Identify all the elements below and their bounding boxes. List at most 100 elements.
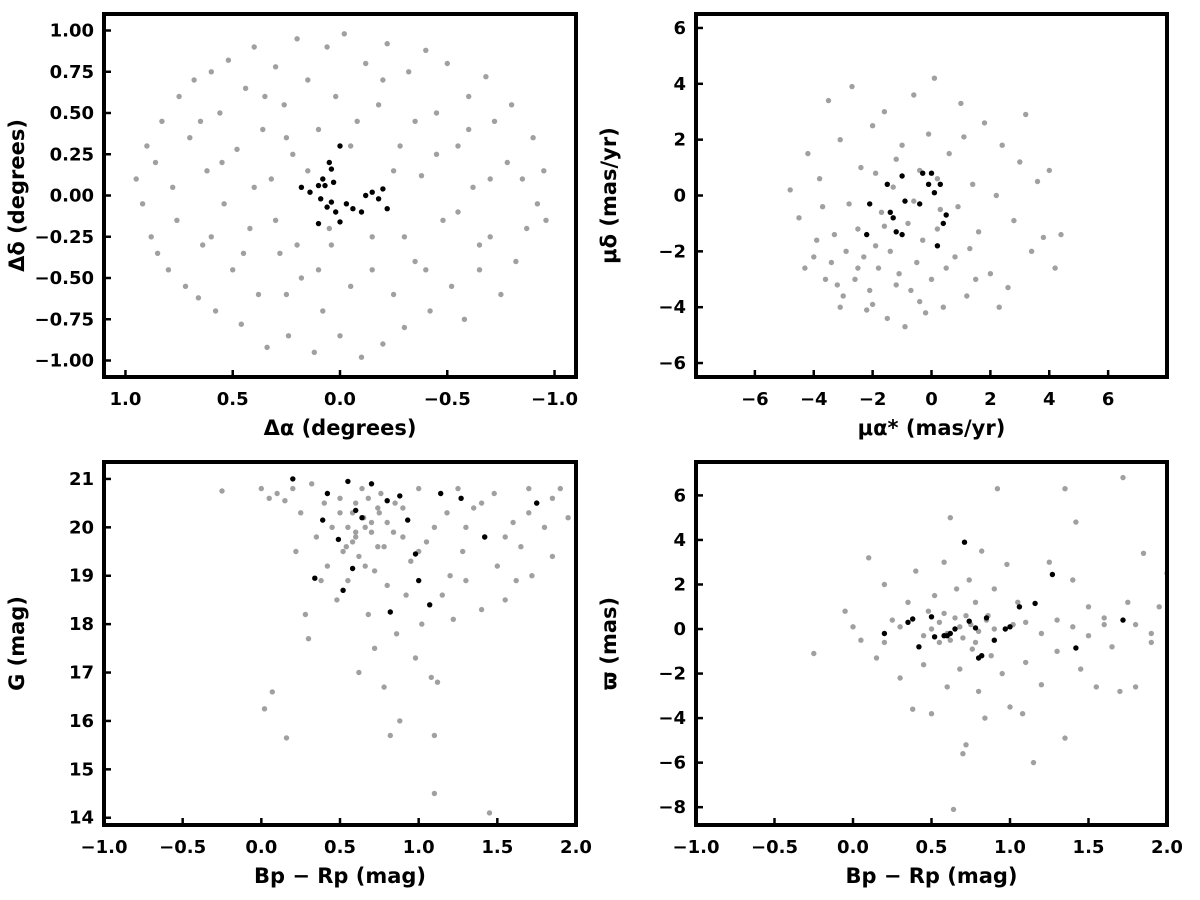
x-tick-label: −0.5 [751,837,798,858]
field-star-point [1007,704,1013,710]
member-star-point [972,625,979,631]
field-star-point [925,608,932,614]
field-star-point [1101,615,1107,621]
field-star-point [363,60,369,67]
field-star-point [466,126,472,133]
field-star-point [975,688,982,695]
member-star-point [345,478,351,485]
field-star-point [519,176,526,182]
field-star-point [337,495,343,501]
field-star-point [1078,666,1084,672]
member-star-point [384,498,390,504]
field-star-point [831,231,838,238]
field-star-point [197,118,204,125]
field-star-point [513,577,519,584]
y-axis-label: G (mag) [5,596,29,691]
field-star-point [380,77,386,83]
member-star-point [979,653,985,659]
field-star-point [526,510,532,516]
field-star-point [337,333,343,339]
field-star-point [1093,684,1100,690]
x-tick-label: −1.0 [81,837,128,858]
member-star-point [864,231,870,238]
member-star-point [917,201,923,207]
field-star-point [431,790,438,797]
field-star-point [219,159,225,166]
x-tick-label: −2 [859,389,887,410]
field-star-point [397,143,403,149]
field-star-point [940,304,946,310]
field-star-point [1125,599,1131,605]
field-star-point [353,534,359,540]
field-star-point [200,242,206,248]
field-star-point [979,548,985,554]
field-star-point [936,619,943,625]
field-star-point [204,168,210,174]
member-star-point [337,219,343,225]
field-star-point [251,184,257,190]
y-tick-label: −6 [658,353,686,374]
field-star-point [872,170,879,176]
field-star-point [937,206,943,213]
member-star-point [940,220,946,227]
field-star-point [964,293,970,299]
field-star-point [365,495,371,501]
field-star-point [549,553,556,560]
field-star-point [478,500,485,506]
member-star-point [315,220,322,227]
field-star-point [1022,619,1029,625]
y-tick-label: 18 [69,614,94,635]
field-star-point [530,135,536,141]
field-star-point [448,283,455,289]
plot-frame [694,12,1169,379]
field-star-point [502,597,508,603]
field-star-point [787,187,793,193]
field-star-point [957,666,963,672]
member-star-point [983,615,990,621]
member-star-point [405,517,411,523]
field-star-point [242,85,249,92]
field-star-point [368,529,375,535]
field-star-point [1156,604,1162,610]
field-star-point [1073,519,1079,525]
field-star-point [957,624,963,630]
field-star-point [354,118,360,125]
field-star-point [543,217,549,223]
field-star-point [1019,711,1026,717]
field-star-point [996,304,1002,310]
field-star-point [368,519,375,526]
field-star-point [557,485,563,492]
field-star-point [251,44,257,50]
field-star-point [390,168,397,174]
field-star-point [518,544,524,550]
field-star-point [463,524,469,530]
field-star-point [526,485,532,492]
member-star-point [482,534,488,540]
x-tick-label: −0.5 [424,389,471,410]
field-star-point [920,633,927,639]
field-star-point [1054,617,1060,623]
field-star-point [159,118,165,125]
field-star-point [305,636,312,642]
field-star-point [345,524,351,530]
x-tick-label: −0.5 [159,837,206,858]
field-star-point [340,548,346,555]
field-star-point [433,151,440,157]
member-star-point [928,614,935,620]
field-star-point [822,276,829,282]
field-star-point [1030,759,1037,766]
member-star-point [337,143,343,149]
field-star-point [444,510,450,516]
member-star-point [905,619,911,625]
field-star-point [334,597,340,603]
member-star-point [867,201,873,207]
field-star-point [869,123,876,129]
field-star-point [1017,159,1023,165]
field-star-point [943,265,949,271]
y-tick-label: −2 [658,664,686,685]
field-star-point [427,308,433,314]
y-tick-label: 20 [69,517,94,538]
field-star-point [905,220,911,227]
field-star-point [461,316,468,322]
field-star-point [969,646,975,652]
